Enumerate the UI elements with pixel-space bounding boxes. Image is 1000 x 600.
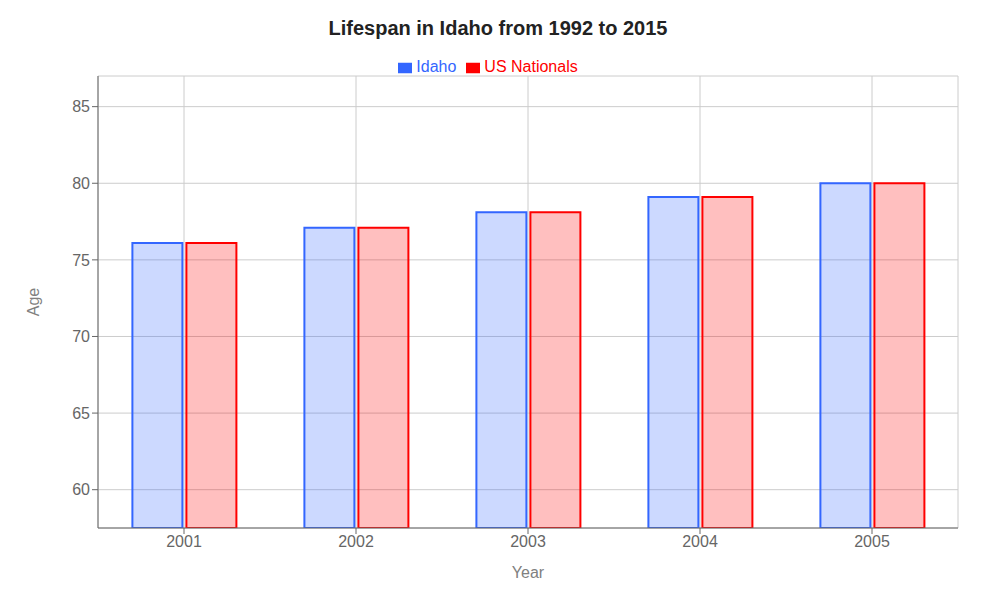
svg-text:70: 70 <box>72 328 90 345</box>
svg-text:Year: Year <box>512 564 545 581</box>
svg-text:2001: 2001 <box>166 533 202 550</box>
html-text:Lifespan in Idaho from 1992 to: Lifespan in Idaho from 1992 to 2015 <box>328 17 668 39</box>
svg-text:75: 75 <box>72 252 90 269</box>
svg-text:Age: Age <box>25 288 42 317</box>
svg-text:65: 65 <box>72 405 90 422</box>
svg-text:80: 80 <box>72 175 90 192</box>
html-text:US Nationals: US Nationals <box>484 58 578 75</box>
svg-text:2004: 2004 <box>682 533 718 550</box>
svg-text:85: 85 <box>72 98 90 115</box>
svg-text:2005: 2005 <box>854 533 890 550</box>
svg-text:2002: 2002 <box>338 533 374 550</box>
svg-text:60: 60 <box>72 481 90 498</box>
html-text:Idaho: Idaho <box>416 58 457 75</box>
svg-text:2003: 2003 <box>510 533 546 550</box>
